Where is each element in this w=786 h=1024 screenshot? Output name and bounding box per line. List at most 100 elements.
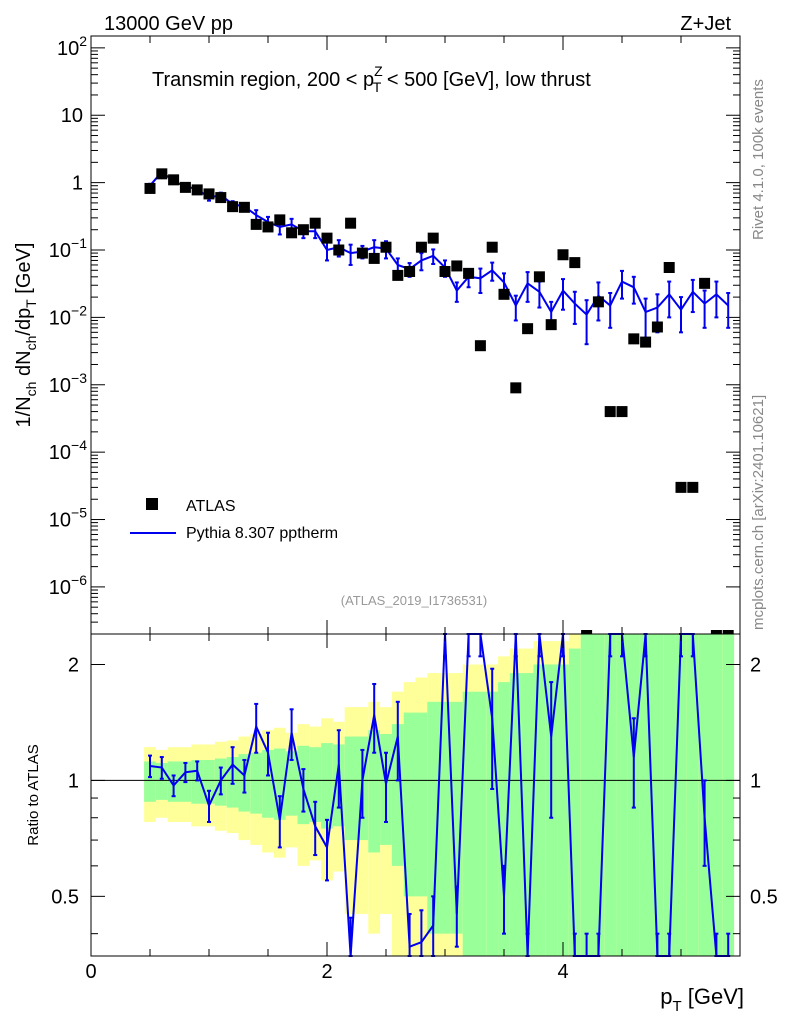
ratio-band-inner: [155, 762, 168, 800]
atlas-point: [592, 296, 604, 308]
main-title-a: Transmin region, 200 < p: [152, 69, 374, 91]
atlas-point: [474, 340, 486, 352]
ratio-band-inner: [710, 634, 723, 956]
ratio-y-tick-label: 0.5: [51, 886, 79, 908]
atlas-point: [274, 214, 286, 226]
ratio-band-inner: [368, 730, 381, 853]
atlas-point: [250, 218, 262, 230]
main-title: Transmin region, 200 < pZ T < 500 [GeV], …: [152, 63, 591, 95]
atlas-point: [415, 241, 427, 253]
atlas-point: [651, 321, 663, 333]
analysis-id: (ATLAS_2019_I1736531): [341, 593, 487, 608]
ratio-plot-frame: [90, 633, 741, 957]
atlas-point: [144, 182, 156, 194]
legend: ATLAS Pythia 8.307 pptherm: [130, 498, 338, 542]
atlas-point: [616, 406, 628, 418]
header-right: Z+Jet: [680, 13, 731, 35]
main-title-sub: T: [373, 79, 382, 95]
main-y-tick-base: 1: [72, 173, 83, 195]
ratio-y-label: Ratio to ATLAS: [25, 744, 42, 845]
atlas-point: [179, 181, 191, 193]
ratio-band-inner: [262, 749, 274, 818]
x-tick-label: 2: [321, 961, 332, 983]
main-y-tick-label: 10−1: [49, 235, 87, 262]
main-data-layer: [144, 168, 734, 638]
ratio-band-inner: [285, 751, 298, 816]
x-tick-label: 4: [557, 961, 568, 983]
ratio-band-inner: [604, 634, 617, 956]
ratio-band-inner: [462, 691, 475, 956]
main-y-tick-exp: −2: [71, 302, 87, 318]
ylabel-a: 1/N: [13, 396, 35, 427]
atlas-point: [439, 265, 451, 277]
atlas-point: [451, 260, 463, 272]
ratio-band-inner: [273, 748, 286, 820]
ylabel-b-sub: ch: [23, 336, 39, 351]
main-y-tick-base: 10: [49, 577, 71, 599]
ratio-band-inner: [391, 724, 404, 866]
ratio-band-inner: [474, 691, 487, 956]
main-y-tick-exp: −4: [71, 437, 87, 453]
ratio-band-inner: [427, 701, 440, 934]
atlas-point: [404, 265, 416, 277]
ratio-band-inner: [486, 691, 499, 956]
main-y-tick-label: 10−5: [49, 505, 87, 532]
main-y-tick-base: 10: [49, 375, 71, 397]
main-y-tick-exp: 2: [79, 33, 87, 49]
main-y-tick-base: 10: [49, 442, 71, 464]
x-axis: 0 2 4: [85, 36, 741, 983]
main-y-tick-base: 10: [49, 307, 71, 329]
xlabel-b: [GeV]: [682, 984, 744, 1009]
atlas-point: [533, 271, 545, 283]
atlas-point: [297, 224, 309, 236]
atlas-point: [345, 217, 357, 229]
atlas-point: [392, 269, 404, 281]
atlas-point: [640, 336, 652, 348]
main-y-tick-label: 10−6: [49, 572, 87, 599]
ratio-band-inner: [439, 701, 451, 934]
atlas-point: [191, 184, 203, 196]
main-y-tick-base: 10: [57, 38, 79, 60]
atlas-point: [368, 252, 380, 264]
atlas-point: [203, 188, 215, 200]
ratio-y-tick-label-right: 2: [750, 654, 761, 676]
main-y-tick-exp: −1: [71, 235, 87, 251]
sidebar-mcplots: mcplots.cern.ch [arXiv:2401.10621]: [750, 395, 767, 630]
main-y-tick-label: 10−3: [49, 370, 87, 397]
atlas-point: [557, 249, 569, 261]
ratio-band-inner: [203, 759, 215, 804]
atlas-point: [675, 481, 687, 493]
atlas-point: [628, 333, 640, 345]
atlas-point: [333, 244, 345, 256]
atlas-point: [215, 192, 227, 204]
main-y-tick-base: 10: [49, 510, 71, 532]
atlas-point: [569, 257, 581, 269]
main-y-tick-label: 10−2: [49, 302, 87, 329]
ratio-band-inner: [639, 634, 652, 956]
ratio-band-inner: [403, 712, 416, 897]
x-tick-label: 0: [85, 961, 96, 983]
ratio-band-inner: [250, 752, 263, 814]
atlas-point: [238, 201, 250, 213]
ratio-band-inner: [616, 634, 628, 956]
atlas-point: [356, 247, 368, 259]
atlas-point: [545, 319, 557, 331]
ratio-bands-layer: [91, 634, 740, 956]
ratio-band-inner: [144, 761, 156, 802]
ratio-band-inner: [568, 648, 581, 956]
ratio-band-inner: [191, 759, 204, 804]
ylabel-c-sub: T: [23, 299, 39, 308]
legend-label-atlas: ATLAS: [186, 498, 236, 515]
atlas-point: [262, 221, 274, 233]
atlas-point: [522, 323, 534, 335]
main-y-tick-base: 10: [61, 105, 83, 127]
atlas-point: [663, 261, 675, 273]
ratio-band-inner: [521, 673, 534, 956]
ratio-y-tick-label: 2: [68, 654, 79, 676]
ratio-band-inner: [592, 634, 605, 956]
x-axis-label: pT [GeV]: [660, 984, 744, 1015]
atlas-point: [427, 232, 439, 244]
atlas-point: [510, 382, 522, 394]
ratio-band-inner: [651, 634, 664, 956]
